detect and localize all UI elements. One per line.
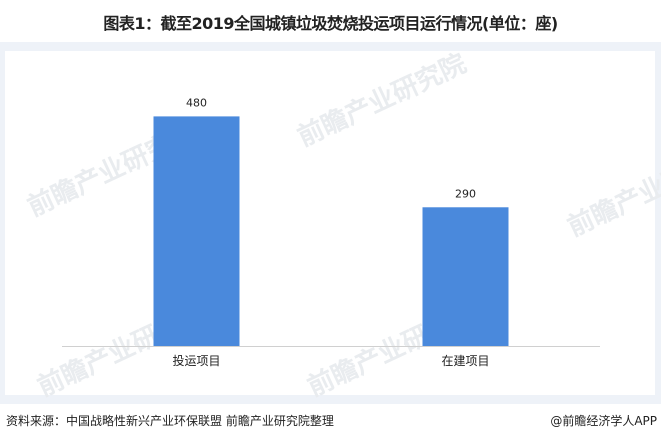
- chart-panel: [0, 42, 661, 404]
- credit: @前瞻经济学人APP: [550, 414, 657, 428]
- data-label: 290: [455, 187, 476, 200]
- chart-title: 图表1：截至2019全国城镇垃圾焚烧投运项目运行情况(单位：座): [103, 14, 558, 33]
- x-tick-label: 在建项目: [441, 354, 489, 368]
- source-note: 资料来源：中国战略性新兴产业环保联盟 前瞻产业研究院整理: [6, 414, 334, 428]
- x-tick-label: 投运项目: [172, 353, 220, 368]
- data-label: 480: [186, 96, 207, 109]
- plot-area: [5, 51, 655, 395]
- bar: [422, 207, 509, 346]
- bar: [153, 116, 240, 347]
